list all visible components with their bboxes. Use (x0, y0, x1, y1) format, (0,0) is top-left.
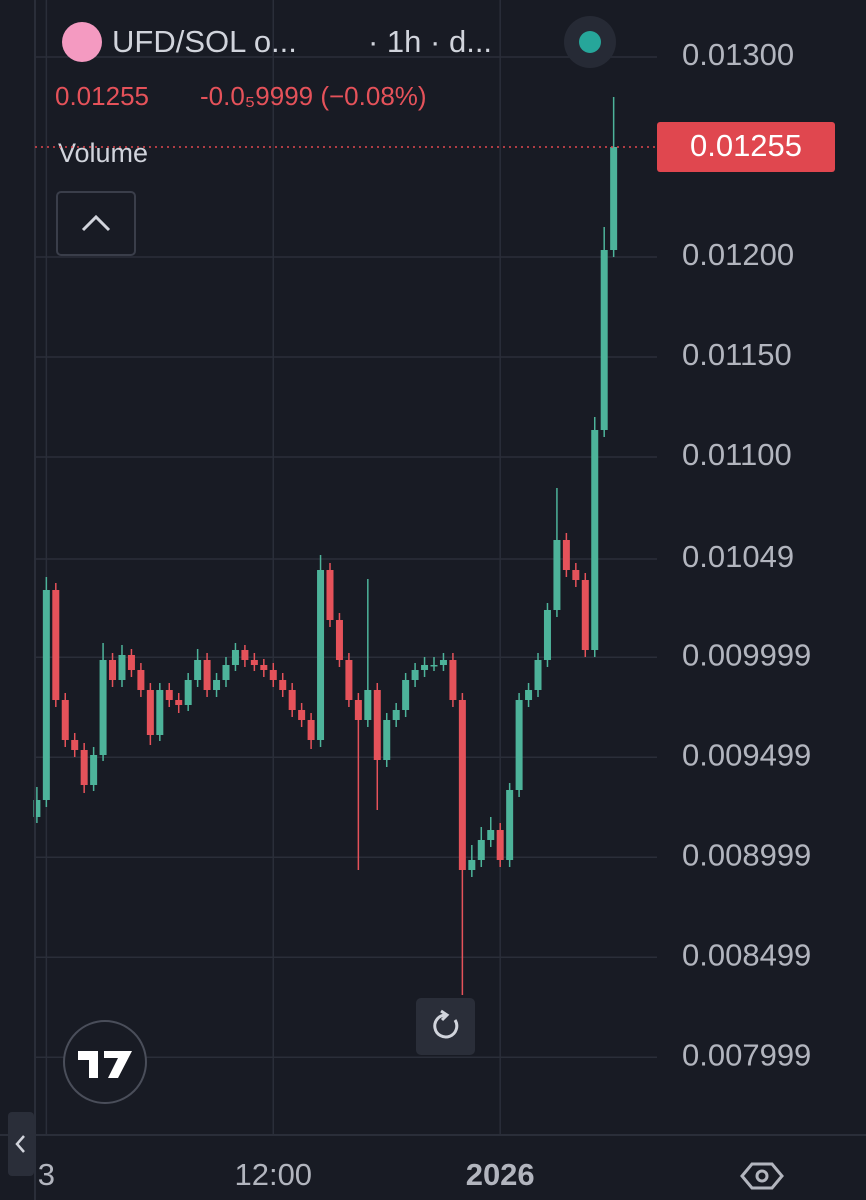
interval: · 1h · d... (368, 24, 492, 59)
candle-body (487, 830, 495, 840)
candle-body (345, 660, 353, 700)
last-price-box (657, 122, 835, 172)
candle-body (90, 755, 98, 785)
candle-body (80, 750, 88, 785)
candle-body (373, 690, 381, 760)
candle-body (307, 720, 315, 740)
candle-body (317, 570, 325, 740)
candle-body (534, 660, 542, 690)
candle-body (52, 590, 60, 700)
y-tick-label: 0.009499 (682, 737, 811, 772)
candle-body (156, 690, 164, 735)
candle-body (354, 700, 362, 720)
candle-body (146, 690, 154, 735)
grid (35, 0, 657, 1135)
candle-body (99, 660, 107, 755)
candle-body (269, 670, 277, 680)
x-tick-label: 2026 (466, 1157, 535, 1192)
last-price-label: 0.01255 (690, 128, 802, 163)
candle-body (326, 570, 334, 620)
tv-logo[interactable] (63, 1020, 147, 1104)
candle-body (468, 860, 476, 870)
candles (33, 97, 618, 995)
candle-body (364, 690, 372, 720)
tv-logo-mark (78, 1051, 132, 1078)
candle-body (61, 700, 69, 740)
y-tick-label: 0.01200 (682, 237, 794, 272)
candle-body (184, 680, 192, 705)
candle-body (506, 790, 514, 860)
candle-body (279, 680, 287, 690)
candle-body (175, 700, 183, 705)
candle-body (165, 690, 173, 700)
candle-body (241, 650, 249, 660)
y-tick-label: 0.008999 (682, 837, 811, 872)
candle-body (383, 720, 391, 760)
candle-body (439, 660, 447, 665)
side-arrow (15, 1135, 25, 1153)
candle-body (118, 655, 126, 680)
y-tick-label: 0.01100 (682, 437, 792, 472)
settings-dot (755, 1169, 769, 1183)
y-tick-label: 0.007999 (682, 1037, 811, 1072)
side-panel-button[interactable] (8, 1112, 34, 1176)
candle-body (591, 430, 599, 650)
candle-body (298, 710, 306, 720)
candle-body (42, 590, 50, 800)
candle-body (458, 700, 466, 870)
candle-body (421, 665, 429, 670)
candle-body (553, 540, 561, 610)
candle-body (572, 570, 580, 580)
candle-body (610, 147, 618, 250)
candle-body (581, 580, 589, 650)
candle-body (477, 840, 485, 860)
price-change: -0.0₅9999 (−0.08%) (200, 81, 427, 111)
candle-body (335, 620, 343, 660)
y-tick-label: 0.01300 (682, 37, 794, 72)
candle-body (203, 660, 211, 690)
candle-body (402, 680, 410, 710)
candle-body (250, 660, 258, 665)
candle-body (430, 665, 438, 667)
price: 0.01255 (55, 81, 149, 111)
y-tick-label: 0.01150 (682, 337, 792, 372)
volume-label: Volume (58, 138, 148, 168)
candle-body (392, 710, 400, 720)
candle-body (449, 660, 457, 700)
reset-button[interactable] (416, 998, 475, 1055)
candle-body (600, 250, 608, 430)
reset-icon (433, 1013, 459, 1039)
candle-body (127, 655, 135, 670)
candle-body (33, 800, 41, 817)
y-tick-label: 0.01049 (682, 539, 794, 574)
candle-body (411, 670, 419, 680)
y-tick-label: 0.009999 (682, 637, 811, 672)
status-dot (579, 31, 601, 53)
x-tick-label: 3 (38, 1157, 55, 1192)
token-icon (62, 22, 102, 62)
pair: UFD/SOL o... (112, 24, 297, 59)
candle-body (515, 700, 523, 790)
candle-body (525, 690, 533, 700)
chevron-icon (81, 214, 111, 232)
candle-body (260, 665, 268, 670)
reset-arrow (440, 1009, 450, 1022)
candle-body (562, 540, 570, 570)
candle-body (213, 680, 221, 690)
candle-body (222, 665, 230, 680)
y-tick-label: 0.008499 (682, 937, 811, 972)
x-tick-label: 12:00 (234, 1157, 312, 1192)
last-price: 0.01255 (35, 122, 835, 172)
collapse-button[interactable] (56, 191, 136, 256)
candle-body (194, 660, 202, 680)
candle-body (71, 740, 79, 750)
candle-body (543, 610, 551, 660)
candle-body (109, 660, 117, 680)
settings-icon[interactable] (740, 1162, 784, 1190)
candle-body (496, 830, 504, 860)
candle-body (288, 690, 296, 710)
candle-body (137, 670, 145, 690)
candle-body (231, 650, 239, 665)
